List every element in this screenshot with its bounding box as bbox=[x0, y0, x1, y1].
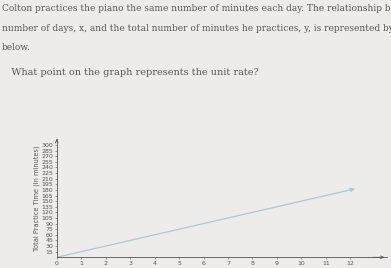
Text: number of days, x, and the total number of minutes he practices, y, is represent: number of days, x, and the total number … bbox=[2, 24, 391, 33]
Text: What point on the graph represents the unit rate?: What point on the graph represents the u… bbox=[2, 68, 259, 77]
Text: below.: below. bbox=[2, 43, 31, 52]
Text: Colton practices the piano the same number of minutes each day. The relationship: Colton practices the piano the same numb… bbox=[2, 4, 391, 13]
Y-axis label: Total Practice Time (in minutes): Total Practice Time (in minutes) bbox=[34, 146, 40, 251]
